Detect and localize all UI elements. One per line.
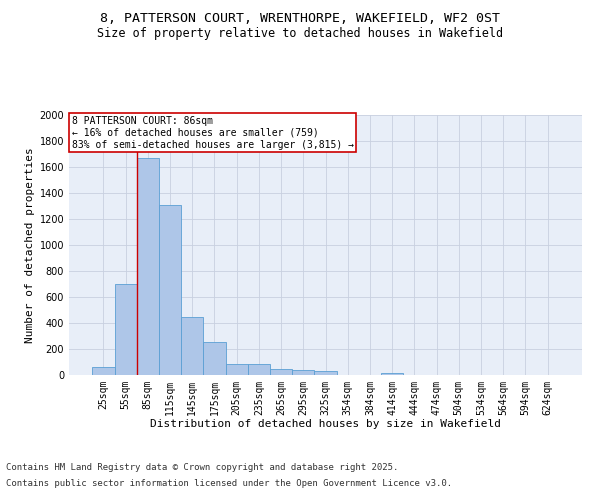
Bar [248, 364, 270, 375]
Text: 8 PATTERSON COURT: 86sqm
← 16% of detached houses are smaller (759)
83% of semi-: 8 PATTERSON COURT: 86sqm ← 16% of detach… [71, 116, 353, 150]
Bar [137, 158, 159, 375]
Bar [270, 368, 292, 375]
Bar [314, 372, 337, 375]
Text: Contains HM Land Registry data © Crown copyright and database right 2025.: Contains HM Land Registry data © Crown c… [6, 464, 398, 472]
Text: 8, PATTERSON COURT, WRENTHORPE, WAKEFIELD, WF2 0ST: 8, PATTERSON COURT, WRENTHORPE, WAKEFIEL… [100, 12, 500, 26]
Bar [92, 367, 115, 375]
Bar [181, 316, 203, 375]
Bar [226, 364, 248, 375]
Y-axis label: Number of detached properties: Number of detached properties [25, 147, 35, 343]
Bar [115, 284, 137, 375]
Text: Size of property relative to detached houses in Wakefield: Size of property relative to detached ho… [97, 28, 503, 40]
Bar [292, 370, 314, 375]
Bar [381, 373, 403, 375]
Bar [159, 204, 181, 375]
Text: Contains public sector information licensed under the Open Government Licence v3: Contains public sector information licen… [6, 478, 452, 488]
Bar [203, 342, 226, 375]
X-axis label: Distribution of detached houses by size in Wakefield: Distribution of detached houses by size … [150, 420, 501, 430]
